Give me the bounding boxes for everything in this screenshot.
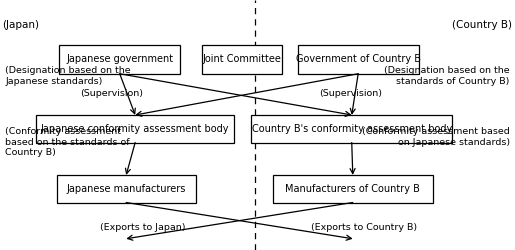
FancyBboxPatch shape (273, 175, 433, 203)
Text: Japanese government: Japanese government (66, 54, 174, 64)
Text: (Exports to Japan): (Exports to Japan) (100, 222, 186, 232)
FancyBboxPatch shape (57, 175, 196, 203)
Text: (Conformity assessment
based on the standards of
Country B): (Conformity assessment based on the stan… (5, 128, 130, 157)
Text: Country B's conformity assessment body: Country B's conformity assessment body (252, 124, 452, 134)
Text: Japanese manufacturers: Japanese manufacturers (66, 184, 186, 194)
Text: (Exports to Country B): (Exports to Country B) (311, 222, 417, 232)
FancyBboxPatch shape (59, 45, 180, 74)
Text: Government of Country B: Government of Country B (296, 54, 421, 64)
Text: (Country B): (Country B) (452, 20, 512, 30)
Text: (Conformity assessment based
on Japanese standards): (Conformity assessment based on Japanese… (362, 128, 510, 147)
Text: (Designation based on the
standards of Country B): (Designation based on the standards of C… (384, 66, 510, 86)
Text: Manufacturers of Country B: Manufacturers of Country B (285, 184, 420, 194)
FancyBboxPatch shape (251, 115, 452, 142)
FancyBboxPatch shape (298, 45, 419, 74)
Text: (Supervision): (Supervision) (80, 89, 143, 98)
FancyBboxPatch shape (36, 115, 234, 142)
Text: Japanese conformity assessment body: Japanese conformity assessment body (41, 124, 230, 134)
Text: Joint Committee: Joint Committee (203, 54, 282, 64)
Text: (Supervision): (Supervision) (319, 89, 382, 98)
FancyBboxPatch shape (202, 45, 282, 74)
Text: (Japan): (Japan) (3, 20, 40, 30)
Text: (Designation based on the
Japanese standards): (Designation based on the Japanese stand… (5, 66, 131, 86)
